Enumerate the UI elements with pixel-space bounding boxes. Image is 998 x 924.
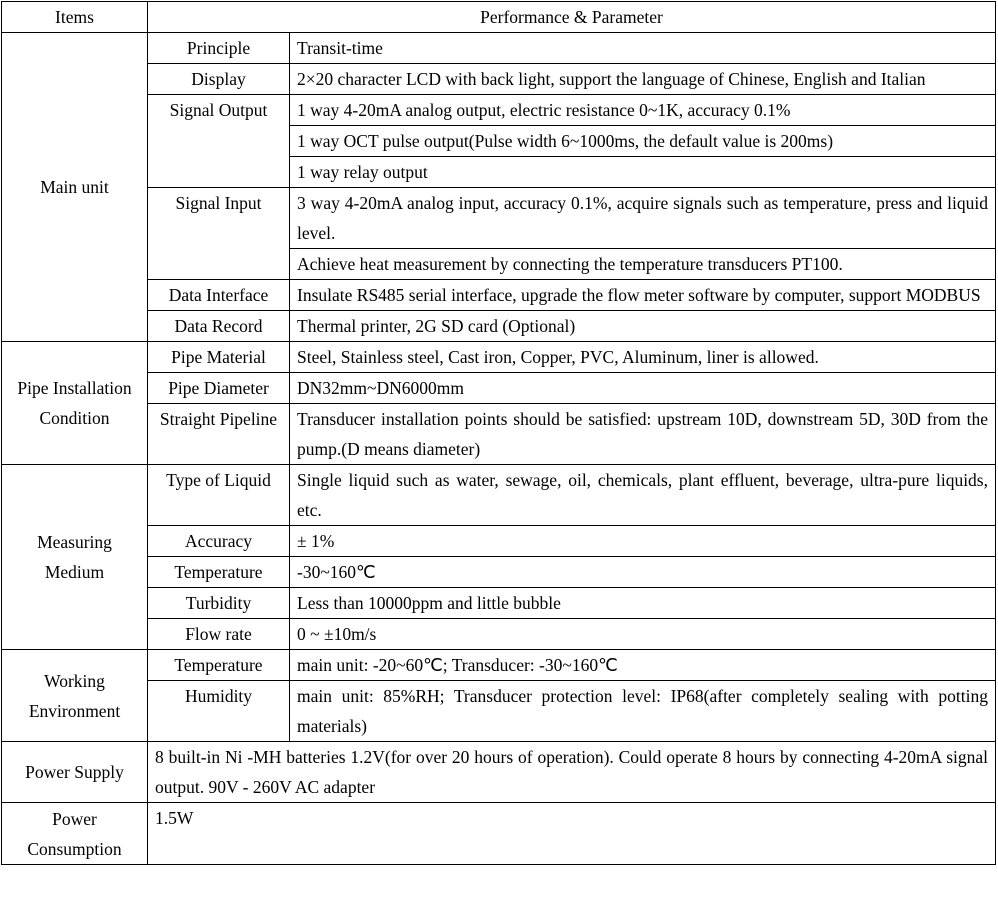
parameter-value: 1 way 4-20mA analog output, electric res… [289, 94, 996, 126]
table-row: Signal Output 1 way 4-20mA analog output,… [2, 94, 996, 188]
table-row: Flow rate 0 ~ ±10m/s [2, 618, 996, 650]
parameter-value: -30~160℃ [289, 556, 996, 588]
parameter-value: 1 way OCT pulse output(Pulse width 6~100… [289, 125, 996, 157]
parameter-value: Transducer installation points should be… [289, 403, 996, 465]
table-row: Data Interface Insulate RS485 serial inte… [2, 279, 996, 311]
section-label: Power Supply [1, 741, 148, 803]
section-label: Main unit [1, 32, 148, 342]
table-row: Accuracy ± 1% [2, 525, 996, 557]
table-row: Humidity main unit: 85%RH; Transducer pro… [2, 680, 996, 742]
parameter-label: Straight Pipeline [147, 403, 290, 465]
parameter-label: Flow rate [147, 618, 290, 650]
parameter-value: 1.5W [147, 802, 996, 865]
parameter-label: Accuracy [147, 525, 290, 557]
parameter-value: 1 way relay output [289, 156, 996, 188]
section-label: Power Consumption [1, 802, 148, 865]
parameter-value: 2×20 character LCD with back light, supp… [289, 63, 996, 95]
table-row: Main unit Principle Transit-time [1, 32, 996, 342]
parameter-value: Insulate RS485 serial interface, upgrade… [289, 279, 996, 311]
parameter-label: Signal Output [147, 94, 290, 188]
parameter-label: Signal Input [147, 187, 290, 280]
parameter-value: 3 way 4-20mA analog input, accuracy 0.1%… [289, 187, 996, 249]
parameter-value: Achieve heat measurement by connecting t… [289, 248, 996, 280]
parameter-label: Data Record [147, 310, 290, 342]
specification-table: Items Performance & Parameter Main unit P… [1, 1, 996, 865]
parameter-label: Type of Liquid [147, 464, 290, 526]
parameter-value: Transit-time [289, 32, 996, 64]
header-row: Items Performance & Parameter [1, 1, 996, 33]
parameter-value: main unit: 85%RH; Transducer protection … [289, 680, 996, 742]
table-row: Power Supply 8 built-in Ni -MH batteries … [1, 741, 996, 803]
table-row: Pipe Diameter DN32mm~DN6000mm [2, 372, 996, 404]
parameter-label: Pipe Material [147, 341, 290, 373]
parameter-label: Principle [147, 32, 290, 64]
parameter-label: Display [147, 63, 290, 95]
table-row: 1 way OCT pulse output(Pulse width 6~100… [2, 125, 996, 157]
parameter-value: DN32mm~DN6000mm [289, 372, 996, 404]
table-row: Straight Pipeline Transducer installation… [2, 403, 996, 465]
section-label: Measuring Medium [1, 464, 148, 650]
section-label: Pipe Installation Condition [1, 341, 148, 465]
table-row: Temperature -30~160℃ [2, 556, 996, 588]
parameter-label: Data Interface [147, 279, 290, 311]
parameter-value: ± 1% [289, 525, 996, 557]
table-row: Display 2×20 character LCD with back ligh… [2, 63, 996, 95]
parameter-value: 0 ~ ±10m/s [289, 618, 996, 650]
header-performance: Performance & Parameter [147, 1, 996, 33]
parameter-value: Thermal printer, 2G SD card (Optional) [289, 310, 996, 342]
table-row: Data Record Thermal printer, 2G SD card (… [2, 310, 996, 342]
parameter-label: Pipe Diameter [147, 372, 290, 404]
parameter-value: Less than 10000ppm and little bubble [289, 587, 996, 619]
table-row: Signal Input 3 way 4-20mA analog input, a… [2, 187, 996, 280]
parameter-value: 8 built-in Ni -MH batteries 1.2V(for ove… [147, 741, 996, 803]
parameter-value: main unit: -20~60℃; Transducer: -30~160℃ [289, 649, 996, 681]
table-row: Measuring Medium Type of Liquid Single liq… [1, 464, 996, 650]
parameter-value: Single liquid such as water, sewage, oil… [289, 464, 996, 526]
section-label: Working Environment [1, 649, 148, 742]
parameter-label: Temperature [147, 556, 290, 588]
table-row: Pipe Installation Condition Pipe Material… [1, 341, 996, 465]
parameter-label: Turbidity [147, 587, 290, 619]
table-row: Turbidity Less than 10000ppm and little b… [2, 587, 996, 619]
table-row: Working Environment Temperature main unit:… [1, 649, 996, 742]
parameter-value: Steel, Stainless steel, Cast iron, Coppe… [289, 341, 996, 373]
parameter-label: Humidity [147, 680, 290, 742]
header-items: Items [1, 1, 148, 33]
table-row: 1 way relay output [2, 156, 996, 188]
table-row: Power Consumption 1.5W [1, 802, 996, 865]
parameter-label: Temperature [147, 649, 290, 681]
